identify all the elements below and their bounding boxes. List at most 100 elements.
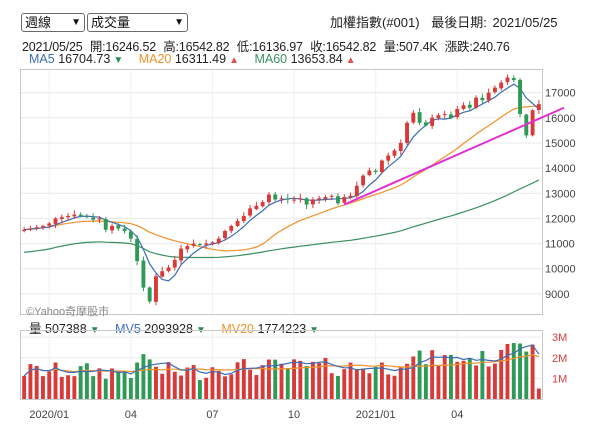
candle-body bbox=[317, 198, 322, 200]
volume-bar bbox=[367, 373, 372, 399]
volume-bar bbox=[141, 354, 146, 399]
volume-bar bbox=[72, 376, 77, 399]
candle-body bbox=[455, 108, 460, 118]
volume-bar bbox=[210, 367, 215, 399]
volume-bar bbox=[216, 370, 221, 399]
ma20-legend: MA20 16311.49 ▲ bbox=[139, 52, 243, 66]
candle-body bbox=[91, 217, 96, 220]
vol-label: 量 bbox=[29, 322, 42, 336]
candle-body bbox=[147, 287, 152, 302]
volume-bar bbox=[386, 374, 391, 399]
candle-body bbox=[279, 198, 284, 200]
price-tick-label: 12000 bbox=[545, 213, 576, 225]
candle-body bbox=[436, 115, 441, 119]
chart-header: 加權指數(#001) 最後日期: 2021/05/25 bbox=[330, 12, 566, 31]
candle-body bbox=[417, 112, 422, 123]
low-value: 16136.97 bbox=[252, 40, 303, 54]
candle-body bbox=[342, 197, 347, 203]
volume-bar bbox=[530, 344, 535, 399]
index-name: 加權指數(#001) bbox=[330, 15, 420, 30]
volume-bar bbox=[110, 368, 114, 399]
candle-body bbox=[480, 97, 485, 101]
ma20-line bbox=[24, 105, 539, 252]
candle-body bbox=[536, 104, 541, 110]
volume-bar bbox=[28, 364, 33, 399]
candle-body bbox=[392, 150, 397, 156]
volume-bar bbox=[185, 367, 190, 399]
volume-bar bbox=[411, 356, 416, 399]
candle-body bbox=[197, 244, 202, 246]
candle-body bbox=[160, 271, 165, 277]
candle-body bbox=[210, 242, 215, 244]
price-tick-label: 17000 bbox=[545, 88, 576, 100]
change-value: 240.76 bbox=[472, 40, 510, 54]
candle-body bbox=[367, 170, 372, 176]
candle-body bbox=[122, 228, 127, 231]
candle-body bbox=[128, 231, 133, 239]
close-value: 16542.82 bbox=[325, 40, 377, 54]
candle-body bbox=[499, 82, 504, 89]
candle-body bbox=[505, 77, 510, 83]
chevron-down-icon: ▼ bbox=[174, 17, 184, 28]
volume-bar bbox=[84, 363, 89, 399]
volume-bar bbox=[172, 371, 177, 399]
volume-bar bbox=[266, 359, 271, 399]
ma60-legend: MA60 13653.84 ▲ bbox=[254, 52, 355, 66]
volume-bar bbox=[310, 361, 315, 399]
close-label: 收: bbox=[310, 40, 326, 54]
candle-body bbox=[110, 225, 114, 231]
volume-bar bbox=[467, 358, 472, 399]
indicator-select[interactable]: 成交量 ▼ bbox=[87, 13, 188, 32]
volume-bars bbox=[22, 343, 541, 399]
volume-bar bbox=[442, 354, 447, 399]
candle-body bbox=[430, 117, 435, 126]
volume-bar bbox=[235, 362, 240, 399]
open-label: 開: bbox=[89, 40, 106, 54]
high-label: 高: bbox=[163, 40, 179, 54]
candle-body bbox=[292, 199, 297, 201]
ma20-value: 16311.49 bbox=[174, 52, 227, 66]
volume-bar bbox=[354, 369, 359, 399]
candle-body bbox=[59, 217, 64, 219]
candle-body bbox=[216, 238, 221, 243]
time-tick-label: 04 bbox=[451, 409, 463, 421]
trendline bbox=[343, 106, 565, 206]
candle-body bbox=[254, 205, 259, 209]
volume-bar bbox=[455, 361, 460, 399]
ma-lines bbox=[24, 83, 540, 282]
volume-bar bbox=[524, 351, 529, 399]
candle-body bbox=[492, 87, 497, 93]
candle-body bbox=[235, 220, 240, 226]
time-tick-label: 04 bbox=[125, 409, 137, 421]
price-tick-label: 9000 bbox=[545, 289, 569, 301]
ma60-direction-icon: ▲ bbox=[345, 55, 356, 66]
ma60-line bbox=[24, 179, 540, 259]
vol-value: 507388 bbox=[45, 322, 87, 336]
candle-body bbox=[405, 122, 409, 143]
grid bbox=[21, 70, 542, 399]
mv5-label: MV5 bbox=[115, 322, 141, 336]
volume-bar bbox=[285, 368, 290, 399]
candle-body bbox=[449, 114, 453, 118]
volume-bar bbox=[241, 359, 246, 399]
candle-body bbox=[285, 198, 290, 200]
high-value: 16542.82 bbox=[178, 40, 230, 54]
candle-body bbox=[386, 155, 391, 161]
volume-bar bbox=[379, 362, 384, 399]
volume-bar bbox=[436, 365, 441, 399]
volume-bar bbox=[417, 350, 422, 399]
candle-body bbox=[141, 260, 146, 288]
period-select-value: 週線 bbox=[25, 15, 52, 30]
candle-body bbox=[461, 105, 466, 109]
volume-bar bbox=[536, 388, 541, 399]
volume-bar bbox=[154, 366, 158, 399]
volume-bar bbox=[449, 354, 453, 399]
candlesticks bbox=[22, 74, 541, 306]
ma60-label: MA60 bbox=[254, 52, 288, 66]
last-date: 2021/05/25 bbox=[492, 15, 558, 30]
volume-bar bbox=[34, 365, 39, 399]
candle-body bbox=[474, 97, 479, 108]
period-select[interactable]: 週線 ▼ bbox=[21, 13, 85, 32]
ma5-direction-icon: ▼ bbox=[113, 55, 124, 66]
candle-body bbox=[530, 110, 535, 136]
